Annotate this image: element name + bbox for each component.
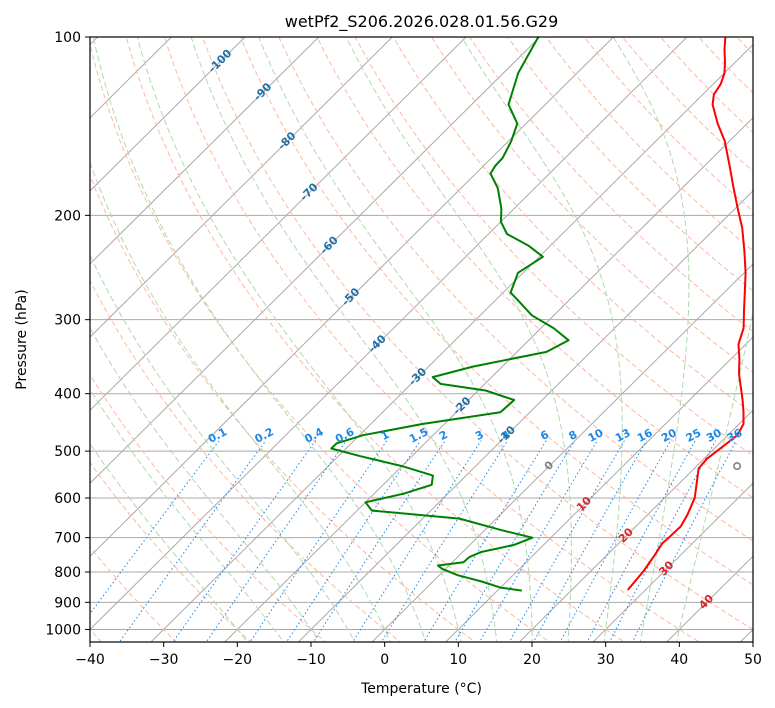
isotherm-line	[90, 37, 615, 558]
mixing-ratio-label: 30	[704, 426, 724, 445]
dry-adiabat-line	[163, 37, 701, 642]
mixing-ratio-line	[508, 440, 625, 642]
x-tick-label: −20	[223, 652, 253, 668]
mixing-ratio-line	[423, 440, 547, 642]
mixing-ratio-line	[312, 440, 446, 642]
isotherm-line	[90, 37, 394, 338]
mixing-ratio-line	[454, 440, 576, 642]
moist-adiabat-line	[90, 254, 356, 642]
y-tick-label: 1000	[45, 622, 81, 638]
isotherm-line	[592, 482, 753, 642]
moist-adiabat-line	[92, 37, 427, 642]
moist-adiabat-line	[90, 442, 249, 642]
isotherm-line	[444, 336, 753, 642]
x-tick-label: −40	[75, 652, 105, 668]
mixing-ratio-line	[609, 440, 717, 642]
mixing-ratio-line	[205, 440, 347, 642]
mixing-ratio-label: 13	[613, 426, 633, 445]
mixing-ratio-line	[285, 440, 421, 642]
moist-adiabat-line	[345, 37, 572, 642]
mixing-ratio-line	[479, 440, 598, 642]
moist-adiabat-line	[190, 37, 498, 642]
x-tick-label: 10	[449, 652, 467, 668]
mixing-ratio-label: 25	[684, 426, 704, 445]
mixing-ratio-label: 36	[725, 426, 745, 445]
dry-adiabat-line	[90, 42, 551, 642]
x-tick-label: 20	[523, 652, 541, 668]
dewpoint-profile	[330, 37, 570, 592]
mixing-ratio-label: 10	[586, 426, 606, 445]
mixing-ratio-line	[533, 440, 647, 642]
x-tick-label: 30	[597, 652, 615, 668]
dry-adiabat-line	[469, 37, 753, 332]
mixing-ratio-line	[559, 440, 672, 642]
x-tick-label: 0	[380, 652, 389, 668]
x-tick-label: 50	[744, 652, 762, 668]
x-axis-title: Temperature (°C)	[360, 681, 482, 697]
x-tick-label: 40	[670, 652, 688, 668]
dry-adiabat-line	[90, 174, 476, 642]
parcel-marker	[733, 462, 742, 471]
y-tick-label: 100	[54, 30, 81, 46]
y-tick-label: 300	[54, 313, 81, 329]
dry-adiabat-line	[392, 37, 753, 415]
y-tick-label: 500	[54, 444, 81, 460]
dry-adiabat-line	[278, 37, 753, 542]
plot-frame	[89, 36, 754, 643]
isotherm-line	[90, 37, 246, 192]
moist-adiabat-line	[612, 37, 690, 642]
mixing-ratio-line	[586, 440, 696, 642]
y-tick-label: 900	[54, 595, 81, 611]
y-tick-label: 700	[54, 531, 81, 547]
y-tick-label: 800	[54, 565, 81, 581]
dry-adiabat-line	[621, 37, 753, 173]
temperature-profile	[626, 37, 747, 591]
moist-adiabat-line	[90, 388, 285, 642]
isotherm-line	[223, 117, 753, 642]
dry-adiabat-line	[240, 37, 753, 586]
moist-adiabat-line	[258, 37, 533, 642]
mixing-ratio-label: 20	[659, 426, 679, 445]
y-tick-label: 600	[54, 491, 81, 507]
moist-adiabat-line	[90, 161, 391, 642]
y-tick-label: 200	[54, 208, 81, 224]
y-tick-label: 400	[54, 387, 81, 403]
dry-adiabat-line	[507, 37, 753, 292]
moist-adiabat-line	[460, 37, 623, 642]
isotherm-line	[90, 37, 320, 265]
mixing-ratio-line	[90, 440, 220, 615]
y-axis-title: Pressure (hPa)	[14, 289, 30, 389]
isotherm-line	[371, 263, 753, 642]
x-tick-label: −30	[149, 652, 179, 668]
dry-adiabat-line	[125, 37, 626, 642]
dry-adiabat-line	[545, 37, 753, 252]
x-tick-label: −10	[296, 652, 326, 668]
dry-adiabat-line	[430, 37, 753, 373]
dry-adiabat-line	[316, 37, 753, 499]
isotherm-line	[90, 37, 541, 484]
mixing-ratio-line	[380, 440, 509, 642]
isotherm-line	[150, 43, 753, 642]
chart-title: wetPf2_S206.2026.028.01.56.G29	[285, 12, 559, 32]
isotherm-line	[90, 37, 467, 411]
mixing-ratio-line	[249, 440, 388, 642]
dry-adiabat-line	[202, 37, 753, 631]
mixing-ratio-label: 16	[635, 426, 655, 445]
isotherm-line	[297, 190, 753, 642]
isotherm-line	[90, 37, 688, 631]
